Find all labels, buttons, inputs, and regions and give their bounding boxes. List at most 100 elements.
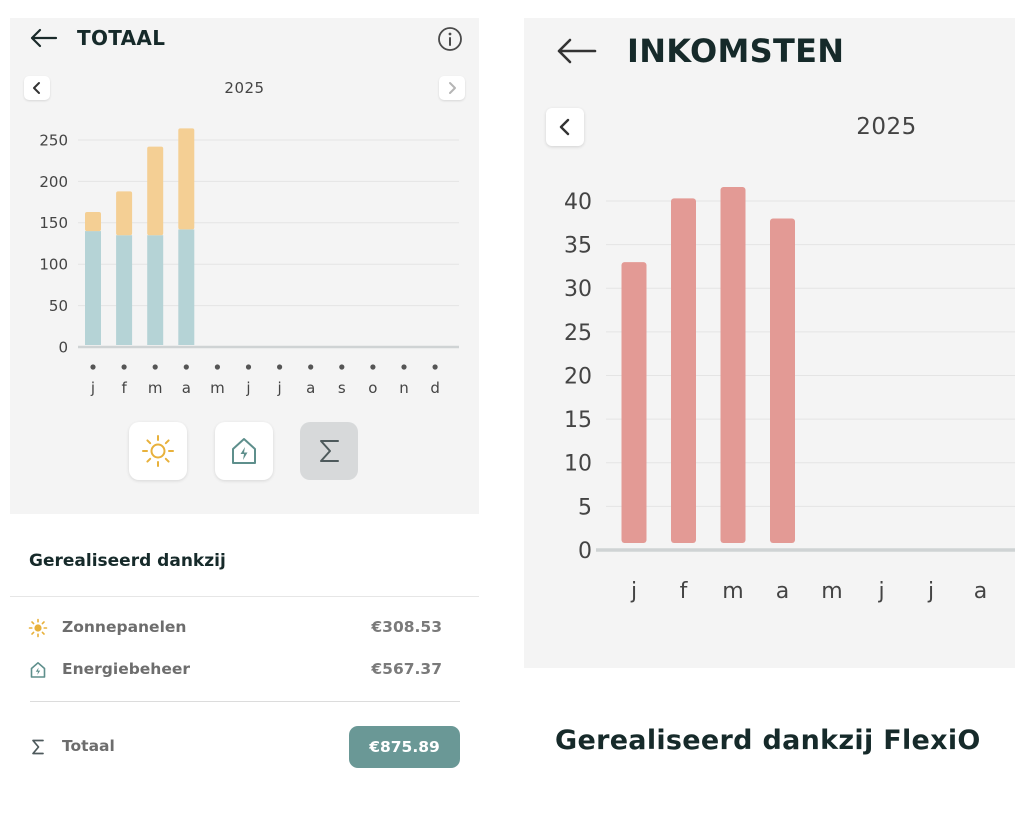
bar <box>85 212 101 232</box>
sun-icon <box>142 435 174 467</box>
item-label: Totaal <box>62 737 115 755</box>
month-dot <box>432 364 438 370</box>
month-dot <box>245 364 252 370</box>
month-dot <box>401 364 407 370</box>
chevron-right-icon <box>449 82 456 94</box>
y-tick-label: 30 <box>564 277 592 302</box>
toggle-total[interactable] <box>300 422 358 480</box>
bar <box>85 231 101 345</box>
bar <box>770 218 795 543</box>
next-year-button[interactable] <box>439 76 465 100</box>
month-dot <box>308 364 314 370</box>
month-dot <box>277 364 283 370</box>
inkomsten-bar-chart: 40 35 30 25 20 15 10 5 0 j f m a m j j a <box>564 187 1015 604</box>
y-tick-label: 15 <box>564 408 592 433</box>
section-title: Gerealiseerd dankzij FlexiO <box>555 725 981 756</box>
x-tick-label: m <box>148 379 163 397</box>
toggle-sun[interactable] <box>129 422 187 480</box>
y-tick-label: 50 <box>49 297 68 315</box>
x-tick-label: f <box>121 379 127 397</box>
x-tick-label: j <box>90 379 95 397</box>
month-dot <box>90 364 96 370</box>
x-tick-label: a <box>306 379 315 397</box>
month-dot <box>121 364 127 370</box>
house-bolt-icon <box>30 662 46 678</box>
toggle-energy-management[interactable] <box>215 422 273 480</box>
bar <box>720 187 746 544</box>
back-arrow-icon[interactable] <box>554 36 598 66</box>
month-dot <box>214 364 220 370</box>
item-label: Energiebeheer <box>62 660 191 678</box>
sun-icon <box>28 618 48 638</box>
totaal-panel: TOTAAL 2025 250 200 150 100 50 0 j f m a m j j a s o n d <box>10 18 479 514</box>
x-tick-label: j <box>245 379 250 397</box>
item-value: €308.53 <box>371 618 442 636</box>
x-tick-label: m <box>821 579 842 604</box>
chevron-left-icon <box>33 82 40 94</box>
x-tick-label: m <box>722 579 743 604</box>
item-label: Zonnepanelen <box>62 618 187 636</box>
x-tick-label: d <box>430 379 440 397</box>
y-tick-label: 10 <box>564 452 592 477</box>
y-tick-label: 5 <box>578 495 592 520</box>
sigma-icon <box>320 440 339 462</box>
bar <box>178 229 195 345</box>
info-icon[interactable] <box>437 26 463 52</box>
list-item-energiebeheer: Energiebeheer €567.37 <box>28 658 442 682</box>
list-item-totaal: Totaal <box>28 735 442 759</box>
x-tick-label: a <box>974 579 987 604</box>
y-tick-label: 100 <box>39 256 68 274</box>
x-tick-label: a <box>182 379 191 397</box>
header: TOTAAL <box>10 18 479 62</box>
inkomsten-panel: INKOMSTEN 2025 40 35 30 25 20 15 10 5 0 j f m a m j j a <box>524 18 1015 668</box>
bar <box>621 262 647 543</box>
y-tick-label: 35 <box>564 234 592 259</box>
y-tick-label: 150 <box>39 214 68 232</box>
x-tick-label: j <box>927 579 934 604</box>
month-dot <box>183 364 189 370</box>
y-tick-label: 20 <box>564 364 592 389</box>
previous-year-button[interactable] <box>24 76 50 100</box>
item-value: €567.37 <box>371 660 442 678</box>
y-tick-label: 40 <box>564 190 592 215</box>
page-title: TOTAAL <box>77 26 166 50</box>
bar <box>671 198 696 543</box>
chevron-left-icon <box>559 118 570 136</box>
x-tick-label: m <box>210 379 225 397</box>
bar <box>116 191 133 236</box>
total-value-badge: €875.89 <box>349 726 460 768</box>
y-tick-label: 0 <box>578 539 592 564</box>
list-item-zonnepanelen: Zonnepanelen €308.53 <box>28 616 442 640</box>
y-tick-label: 0 <box>58 338 68 356</box>
month-dot <box>152 364 158 370</box>
house-bolt-icon <box>232 438 256 464</box>
back-arrow-icon[interactable] <box>28 26 58 50</box>
x-tick-label: s <box>338 379 346 397</box>
divider <box>10 596 479 597</box>
x-tick-label: j <box>277 379 282 397</box>
bar <box>147 235 164 345</box>
year-label: 2025 <box>856 114 917 140</box>
month-dot <box>339 364 345 370</box>
section-title: Gerealiseerd dankzij <box>29 551 226 571</box>
y-tick-label: 25 <box>564 321 592 346</box>
x-tick-label: n <box>399 379 409 397</box>
bar <box>178 128 195 230</box>
source-toggles <box>10 422 479 482</box>
x-tick-label: f <box>680 579 689 604</box>
y-tick-label: 200 <box>39 173 68 191</box>
x-tick-label: j <box>877 579 884 604</box>
bar <box>147 146 164 236</box>
x-tick-label: j <box>630 579 637 604</box>
page-title: INKOMSTEN <box>627 32 845 70</box>
previous-year-button[interactable] <box>546 108 584 146</box>
year-selector: 2025 <box>10 74 479 102</box>
divider <box>30 701 460 702</box>
year-label: 2025 <box>224 79 265 97</box>
y-tick-label: 250 <box>39 131 68 149</box>
bar <box>116 235 133 345</box>
sigma-icon <box>32 739 44 755</box>
x-tick-label: o <box>368 379 377 397</box>
month-dot <box>370 364 376 370</box>
x-tick-label: a <box>776 579 789 604</box>
